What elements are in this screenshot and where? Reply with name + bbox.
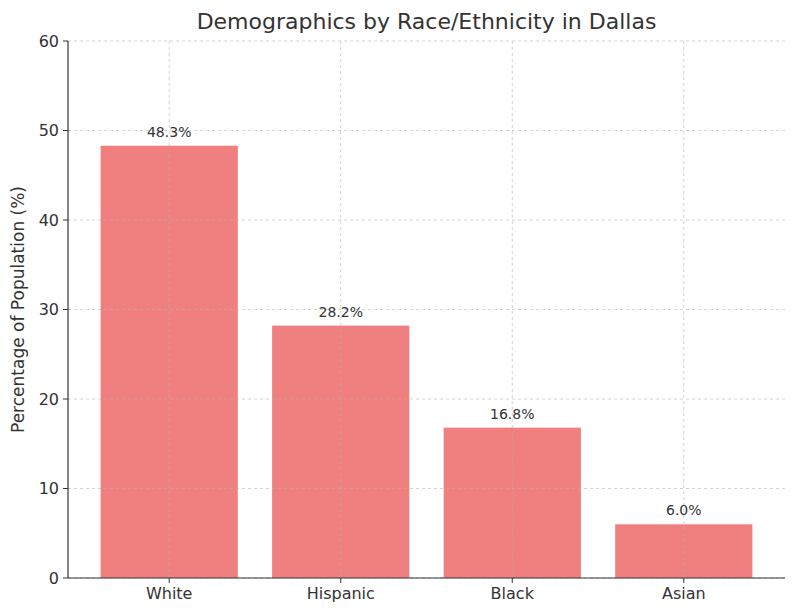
x-tick-label: Hispanic bbox=[307, 584, 375, 603]
grid-line-y bbox=[68, 578, 785, 579]
y-tick bbox=[63, 399, 68, 400]
grid-line-y bbox=[68, 220, 785, 221]
grid-line-y bbox=[68, 309, 785, 310]
chart-title: Demographics by Race/Ethnicity in Dallas bbox=[197, 9, 657, 34]
grid-line-x bbox=[683, 41, 684, 578]
x-tick-label: Black bbox=[491, 584, 535, 603]
grid-line-x bbox=[169, 41, 170, 578]
data-label: 6.0% bbox=[666, 502, 702, 518]
y-tick bbox=[63, 309, 68, 310]
data-label: 16.8% bbox=[490, 406, 534, 422]
y-tick bbox=[63, 220, 68, 221]
x-tick-label: White bbox=[146, 584, 193, 603]
chart-svg: 0 10 20 30 40 50 60 White Hispanic Black Asian 48.3… bbox=[0, 0, 800, 615]
y-tick-label: 0 bbox=[49, 569, 59, 588]
chart-container: 0 10 20 30 40 50 60 White Hispanic Black Asian 48.3… bbox=[0, 0, 800, 615]
data-label: 28.2% bbox=[318, 304, 362, 320]
y-tick-label: 60 bbox=[39, 32, 59, 51]
y-tick bbox=[63, 488, 68, 489]
x-tick bbox=[340, 578, 341, 583]
grid-line-x bbox=[512, 41, 513, 578]
x-tick bbox=[169, 578, 170, 583]
x-tick-label: Asian bbox=[662, 584, 706, 603]
axes: 0 10 20 30 40 50 60 White Hispanic Black Asian bbox=[39, 32, 785, 604]
x-axis-line bbox=[68, 577, 785, 578]
y-tick bbox=[63, 578, 68, 579]
y-tick-label: 30 bbox=[39, 300, 59, 319]
y-tick bbox=[63, 130, 68, 131]
x-tick bbox=[512, 578, 513, 583]
y-tick-label: 50 bbox=[39, 121, 59, 140]
y-axis-label: Percentage of Population (%) bbox=[8, 186, 28, 433]
x-tick bbox=[683, 578, 684, 583]
y-tick-label: 10 bbox=[39, 479, 59, 498]
data-label: 48.3% bbox=[147, 124, 191, 140]
grid-line-y bbox=[68, 399, 785, 400]
grid bbox=[68, 41, 785, 578]
bars bbox=[101, 146, 753, 578]
grid-line-y bbox=[68, 41, 785, 42]
y-tick-label: 40 bbox=[39, 211, 59, 230]
y-tick bbox=[63, 41, 68, 42]
y-tick-label: 20 bbox=[39, 390, 59, 409]
data-labels: 48.3% 28.2% 16.8% 6.0% bbox=[147, 124, 702, 519]
grid-line-y bbox=[68, 488, 785, 489]
